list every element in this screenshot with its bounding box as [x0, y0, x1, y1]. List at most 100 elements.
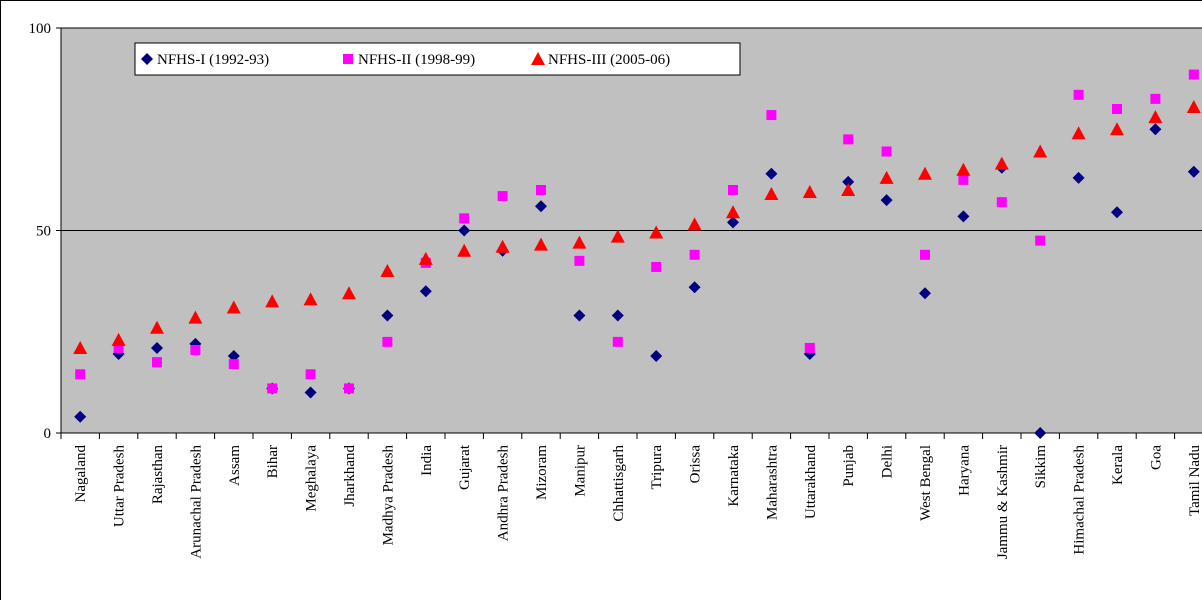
x-tick-label: Karnataka — [726, 445, 742, 507]
point — [726, 205, 740, 219]
point — [1071, 126, 1086, 140]
point — [305, 369, 316, 380]
x-tick-label: Jammu & Kashmir — [995, 445, 1011, 559]
point — [802, 185, 817, 199]
point — [73, 340, 88, 354]
point — [495, 239, 510, 253]
point — [111, 332, 126, 346]
point — [842, 175, 855, 188]
point — [1150, 93, 1161, 104]
y-tick-label: 100 — [29, 21, 52, 37]
point — [804, 342, 815, 353]
point — [497, 191, 508, 202]
point — [188, 310, 203, 324]
x-tick-label: Mizoram — [534, 445, 550, 500]
point — [1035, 235, 1046, 246]
x-tick-label: Madhya Pradesh — [380, 445, 396, 546]
point — [918, 166, 932, 180]
x-tick-label: Nagaland — [73, 445, 89, 503]
point — [572, 235, 587, 249]
legend-label: NFHS-I (1992-93) — [157, 52, 269, 68]
point — [141, 53, 153, 65]
x-tick-label: Sikkim — [1033, 445, 1049, 489]
point — [766, 110, 777, 121]
point — [344, 383, 354, 394]
point — [841, 183, 856, 196]
point — [649, 225, 664, 239]
point — [611, 309, 624, 322]
point — [1033, 144, 1048, 158]
point — [958, 174, 969, 185]
x-tick-label: Meghalaya — [304, 445, 320, 512]
point — [534, 237, 548, 251]
point — [689, 249, 700, 260]
point — [728, 185, 738, 195]
point — [342, 286, 356, 300]
point — [880, 194, 893, 207]
point — [1112, 104, 1122, 114]
legend-label: NFHS-III (2005-06) — [548, 52, 670, 68]
x-tick-label: Tripura — [649, 445, 665, 490]
point — [304, 386, 317, 399]
point — [996, 197, 1007, 208]
point — [764, 187, 779, 201]
x-tick-label: Tamil Nadu — [1187, 445, 1202, 517]
x-tick-label: Uttarakhand — [803, 445, 819, 520]
x-tick-label: Gujarat — [457, 444, 473, 490]
point — [688, 281, 701, 294]
point — [418, 251, 433, 265]
x-tick-label: Manipur — [572, 445, 588, 497]
point — [1110, 122, 1124, 136]
x-tick-label: Arunachal Pradesh — [188, 445, 204, 559]
x-tick-label: Delhi — [880, 445, 896, 478]
point — [879, 170, 894, 184]
x-tick-label: Maharashtra — [764, 445, 780, 520]
point — [381, 309, 394, 322]
point — [610, 229, 625, 243]
point — [1148, 110, 1163, 124]
point — [574, 255, 585, 266]
point — [1073, 89, 1084, 100]
point — [843, 134, 854, 145]
point — [765, 167, 778, 180]
point — [881, 146, 892, 157]
point — [1034, 427, 1047, 439]
point — [151, 341, 163, 354]
point — [1187, 165, 1200, 178]
point — [459, 213, 470, 224]
point — [226, 300, 241, 314]
x-tick-label: Assam — [227, 445, 243, 486]
point — [531, 52, 545, 65]
point — [612, 336, 623, 347]
x-tick-label: Orissa — [688, 445, 704, 484]
point — [651, 261, 662, 272]
y-tick-label: 50 — [36, 224, 51, 240]
point — [74, 410, 87, 423]
point — [535, 200, 547, 213]
point — [380, 264, 395, 277]
x-tick-label: Haryana — [956, 445, 972, 496]
point — [727, 216, 739, 229]
point — [920, 249, 930, 260]
x-tick-label: Punjab — [841, 445, 857, 487]
point — [956, 162, 971, 176]
point — [458, 224, 471, 237]
point — [687, 217, 702, 231]
point — [650, 350, 663, 363]
point — [152, 357, 162, 368]
x-tick-label: West Bengal — [918, 445, 934, 521]
point — [382, 336, 393, 347]
x-tick-label: Andhra Pradesh — [496, 445, 512, 542]
x-tick-label: Kerala — [1110, 445, 1126, 485]
point — [267, 383, 278, 394]
point — [919, 287, 931, 300]
point — [303, 292, 318, 306]
x-tick-label: India — [419, 445, 435, 476]
x-tick-label: Rajasthan — [150, 445, 166, 505]
point — [113, 342, 124, 353]
x-tick-label: Bihar — [265, 445, 281, 478]
x-tick-label: Uttar Pradesh — [112, 445, 128, 528]
point — [1188, 69, 1199, 80]
